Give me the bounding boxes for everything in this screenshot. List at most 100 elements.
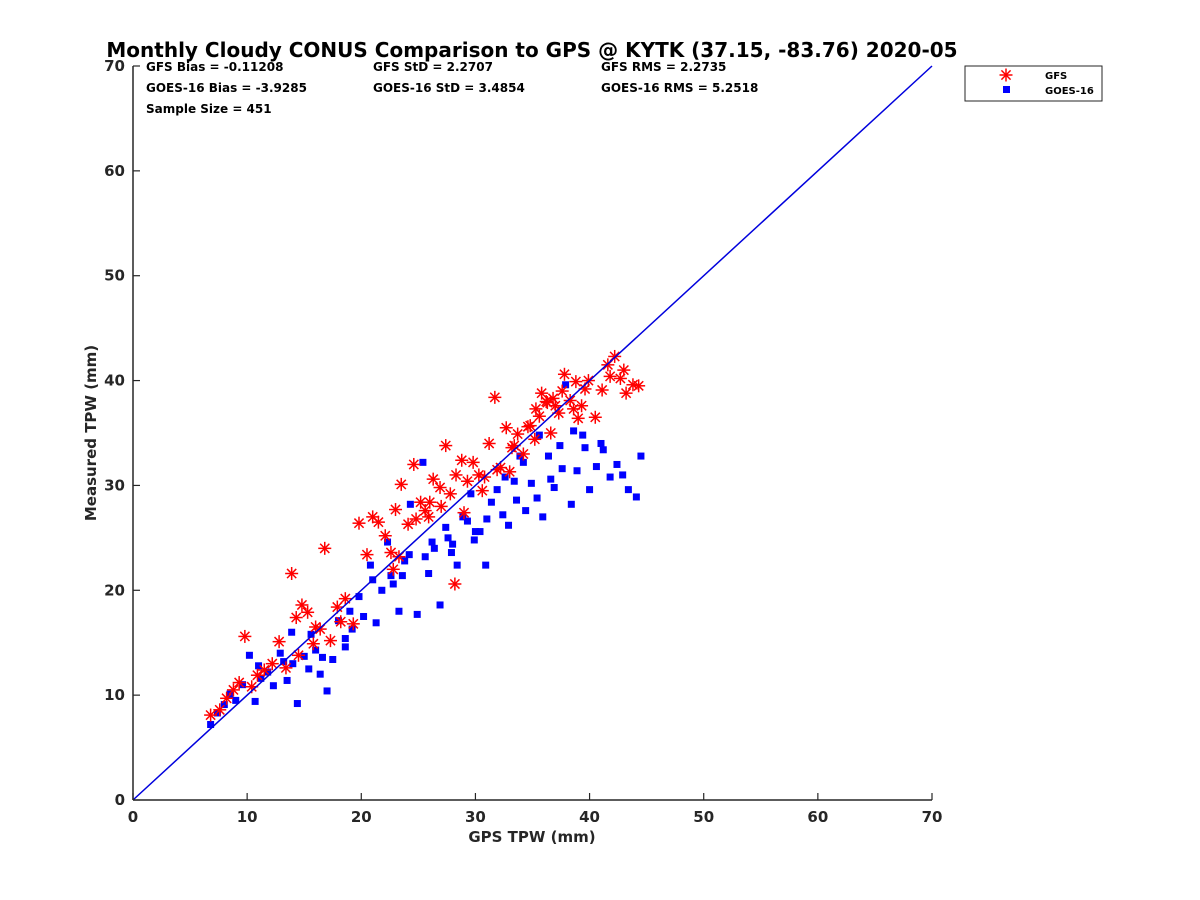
goes16-point <box>406 500 414 508</box>
goes16-point <box>334 617 342 625</box>
goes16-point <box>573 467 581 475</box>
axes: 0 10 20 30 40 50 60 70 0 10 20 30 40 50 60 70 <box>104 57 942 826</box>
goes16-point <box>632 493 640 501</box>
gfs-point <box>555 384 569 398</box>
goes16-point <box>245 651 253 659</box>
gfs-point <box>588 410 602 424</box>
gfs-point <box>378 529 392 543</box>
goes16-point <box>405 551 413 559</box>
goes16-point <box>378 586 386 594</box>
goes16-point <box>421 553 429 561</box>
goes16-point <box>264 668 272 676</box>
legend: GFS GOES-16 <box>964 65 1103 102</box>
goes16-point <box>483 515 491 523</box>
gfs-point <box>401 517 415 531</box>
gfs-point <box>482 436 496 450</box>
gfs-point <box>220 691 234 705</box>
gfs-point <box>521 420 535 434</box>
goes16-point <box>288 628 296 636</box>
goes16-point <box>599 446 607 454</box>
goes16-point <box>487 498 495 506</box>
gfs-point <box>289 611 303 625</box>
gfs-point <box>475 484 489 498</box>
x-tick-label: 50 <box>693 808 714 826</box>
gfs-point <box>434 499 448 513</box>
goes16-point <box>470 536 478 544</box>
goes16-point <box>387 572 395 580</box>
gfs-point <box>567 402 581 416</box>
gfs-point <box>439 439 453 453</box>
gfs-point <box>418 504 432 518</box>
gfs-point <box>603 369 617 383</box>
x-tick-label: 60 <box>807 808 828 826</box>
goes16-point <box>539 513 547 521</box>
gfs-point <box>532 409 546 423</box>
goes16-point <box>413 610 421 618</box>
gfs-point <box>257 663 271 677</box>
goes16-point <box>527 479 535 487</box>
goes16-point <box>581 444 589 452</box>
goes16-point <box>425 570 433 578</box>
one-to-one-line <box>132 65 933 801</box>
legend-box <box>964 65 1103 102</box>
goes16-point <box>556 442 564 450</box>
gfs-point <box>226 683 240 697</box>
gfs-point <box>528 432 542 446</box>
gfs-point <box>632 379 646 393</box>
goes16-point <box>346 607 354 615</box>
gfs-point <box>548 399 562 413</box>
goes16-point <box>428 538 436 546</box>
goes16-point <box>348 625 356 633</box>
x-tick-label: 20 <box>351 808 372 826</box>
gfs-point <box>238 629 252 643</box>
goes16-point <box>318 653 326 661</box>
gfs-point <box>595 383 609 397</box>
gfs-point <box>503 465 517 479</box>
goes16-point <box>341 643 349 651</box>
gfs-point <box>371 515 385 529</box>
gfs-point <box>352 516 366 530</box>
y-axis-label: Measured TPW (mm) <box>82 345 100 521</box>
goes16-point <box>493 486 501 494</box>
gfs-point <box>265 657 279 671</box>
goes16-point <box>510 477 518 485</box>
goes16-point <box>476 528 484 536</box>
goes16-point <box>207 721 215 729</box>
gfs-point <box>569 375 583 389</box>
gfs-point <box>443 487 457 501</box>
goes16-point <box>232 696 240 704</box>
goes16-point <box>637 452 645 460</box>
gfs-point <box>407 457 421 471</box>
goes16-point <box>453 561 461 569</box>
gfs-point <box>511 427 525 441</box>
stat-gfs-rms: GFS RMS = 2.2735 <box>601 60 726 74</box>
chart-title: Monthly Cloudy CONUS Comparison to GPS @… <box>106 38 957 62</box>
goes16-point <box>293 700 301 708</box>
legend-gfs-asterisk <box>999 68 1013 82</box>
stat-gfs-std: GFS StD = 2.2707 <box>373 60 493 74</box>
gfs-point <box>334 615 348 629</box>
gfs-point <box>338 592 352 606</box>
goes16-point <box>579 431 587 439</box>
gfs-point <box>488 390 502 404</box>
gfs-point <box>323 634 337 648</box>
reference-line-layer <box>132 65 933 801</box>
y-tick-label: 20 <box>104 581 125 599</box>
gfs-point <box>389 503 403 517</box>
gfs-point <box>386 562 400 576</box>
goes16-point <box>586 486 594 494</box>
goes16-point <box>398 572 406 580</box>
goes16-point <box>505 521 513 529</box>
goes16-point <box>499 511 507 519</box>
stat-gfs-bias: GFS Bias = -0.11208 <box>146 60 283 74</box>
gfs-point <box>619 386 633 400</box>
gfs-point <box>571 411 585 425</box>
points-layer <box>204 349 646 729</box>
goes16-point <box>562 381 570 389</box>
goes16-point <box>567 500 575 508</box>
stat-goes-std: GOES-16 StD = 3.4854 <box>373 81 525 95</box>
y-tick-label: 0 <box>115 791 125 809</box>
goes16-point <box>592 463 600 471</box>
gfs-point <box>346 617 360 631</box>
goes16-point <box>389 580 397 588</box>
